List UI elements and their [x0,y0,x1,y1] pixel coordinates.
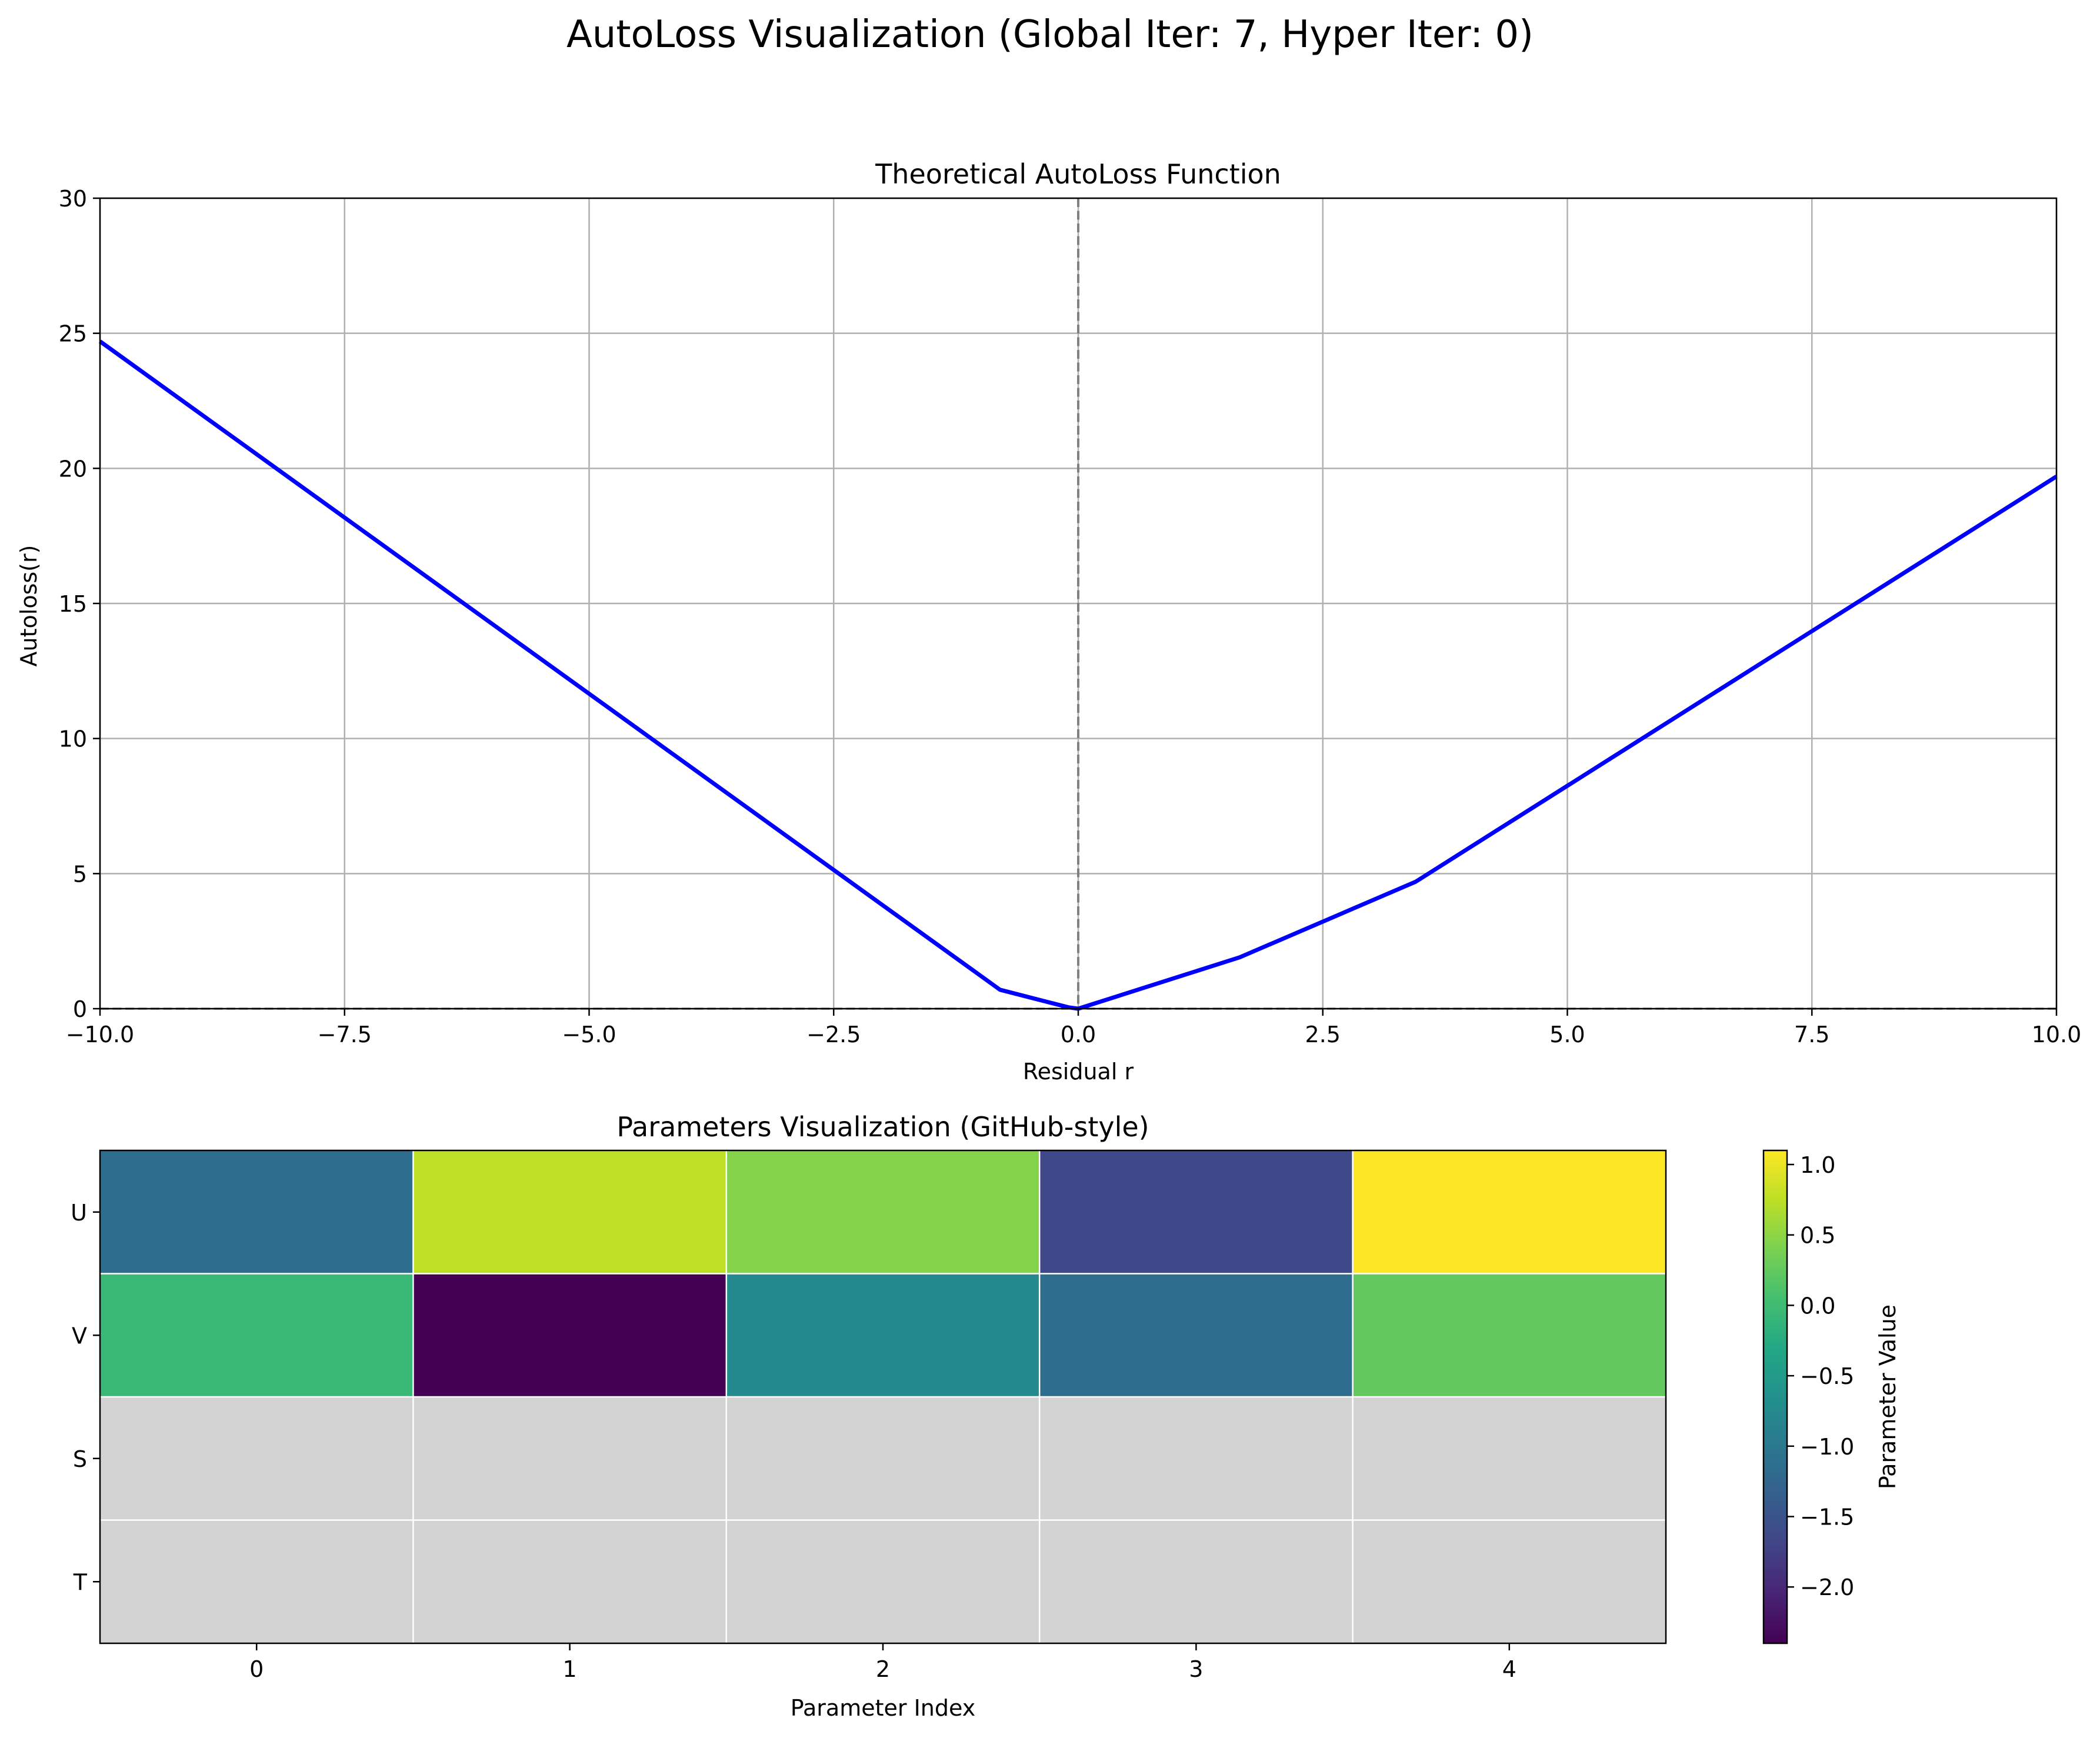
colorbar-tick-label: 0.5 [1800,1223,1835,1249]
colorbar-tick-label: −0.5 [1800,1363,1854,1389]
heatmap-cells [100,1150,1666,1644]
x-tick-label: 2 [876,1656,890,1682]
heatmap-cell [1039,1520,1354,1644]
heatmap-cell [1352,1150,1666,1274]
heatmap-x-label: Parameter Index [791,1695,975,1721]
heatmap-cell [413,1520,727,1644]
heatmap-cell [1352,1273,1666,1397]
y-tick-label: 20 [59,456,87,482]
heatmap-cell [726,1520,1040,1644]
y-tick-label: 0 [73,996,87,1022]
heatmap-title: Parameters Visualization (GitHub-style) [616,1111,1149,1143]
heatmap-cell [1039,1150,1354,1274]
x-tick-label: −2.5 [806,1022,861,1048]
x-tick-label: 4 [1502,1656,1516,1682]
heatmap-cell [1039,1397,1354,1520]
colorbar-tick-label: 1.0 [1800,1152,1835,1178]
colorbar-gradient [1762,1149,1788,1644]
x-tick-label: 5.0 [1549,1022,1585,1048]
line-chart-y-label: Autoloss(r) [16,545,42,667]
heatmap-cell [100,1520,414,1644]
y-tick-label: U [71,1200,87,1226]
line-chart-title: Theoretical AutoLoss Function [875,158,1281,190]
y-tick-label: 5 [73,861,87,887]
colorbar-tick-label: 0.0 [1800,1293,1835,1319]
colorbar-label: Parameter Value [1875,1305,1901,1489]
x-tick-label: 7.5 [1794,1022,1829,1048]
x-tick-label: 2.5 [1305,1022,1341,1048]
heatmap-cell [1352,1397,1666,1520]
y-tick-label: 25 [59,321,87,347]
parameters-heatmap: Parameters Visualization (GitHub-style) … [71,1111,1667,1721]
heatmap-cell [413,1150,727,1274]
colorbar-tick-label: −2.0 [1800,1574,1854,1600]
x-tick-label: 0 [249,1656,264,1682]
figure-title: AutoLoss Visualization (Global Iter: 7, … [566,13,1534,56]
line-chart-y-ticks: 0 5 10 15 20 25 30 [59,186,100,1022]
heatmap-cell [726,1273,1040,1397]
colorbar-tick-label: −1.5 [1800,1505,1854,1530]
heatmap-cell-borders [100,1150,1666,1643]
heatmap-cell [413,1273,727,1397]
y-tick-label: 15 [59,591,87,617]
heatmap-cell [1039,1273,1354,1397]
colorbar: 1.0 0.5 0.0 −0.5 −1.0 −1.5 −2.0 Parameter Valu… [1762,1149,1901,1644]
heatmap-cell [726,1397,1040,1520]
x-tick-label: 3 [1189,1656,1203,1682]
heatmap-cell [413,1397,727,1520]
y-tick-label: 10 [59,726,87,752]
x-tick-label: 1 [563,1656,577,1682]
heatmap-cell [100,1397,414,1520]
x-tick-label: −5.0 [562,1022,616,1048]
heatmap-x-ticks: 0 1 2 3 4 [249,1643,1516,1682]
colorbar-tick-label: −1.0 [1800,1434,1854,1460]
heatmap-cell [726,1150,1040,1274]
heatmap-y-ticks: U V S T [71,1200,100,1595]
autoloss-line-chart: Theoretical AutoLoss Function −10.0 −7.5−… [16,158,2081,1085]
x-tick-label: −7.5 [318,1022,372,1048]
x-tick-label: 10.0 [2032,1022,2082,1048]
y-tick-label: V [72,1323,87,1349]
y-tick-label: S [73,1446,87,1472]
y-tick-label: T [73,1569,88,1595]
heatmap-cell [1352,1520,1666,1644]
y-tick-label: 30 [59,186,87,212]
colorbar-ticks: 1.0 0.5 0.0 −0.5 −1.0 −1.5 −2.0 [1787,1152,1854,1600]
heatmap-cell [100,1150,414,1274]
x-tick-label: −10.0 [66,1022,134,1048]
line-chart-x-ticks: −10.0 −7.5 −5.0 −2.5 0.0 2.5 5.0 7.5 10.0 [66,1009,2082,1048]
line-chart-x-label: Residual r [1023,1059,1134,1085]
x-tick-label: 0.0 [1061,1022,1096,1048]
heatmap-cell [100,1273,414,1397]
